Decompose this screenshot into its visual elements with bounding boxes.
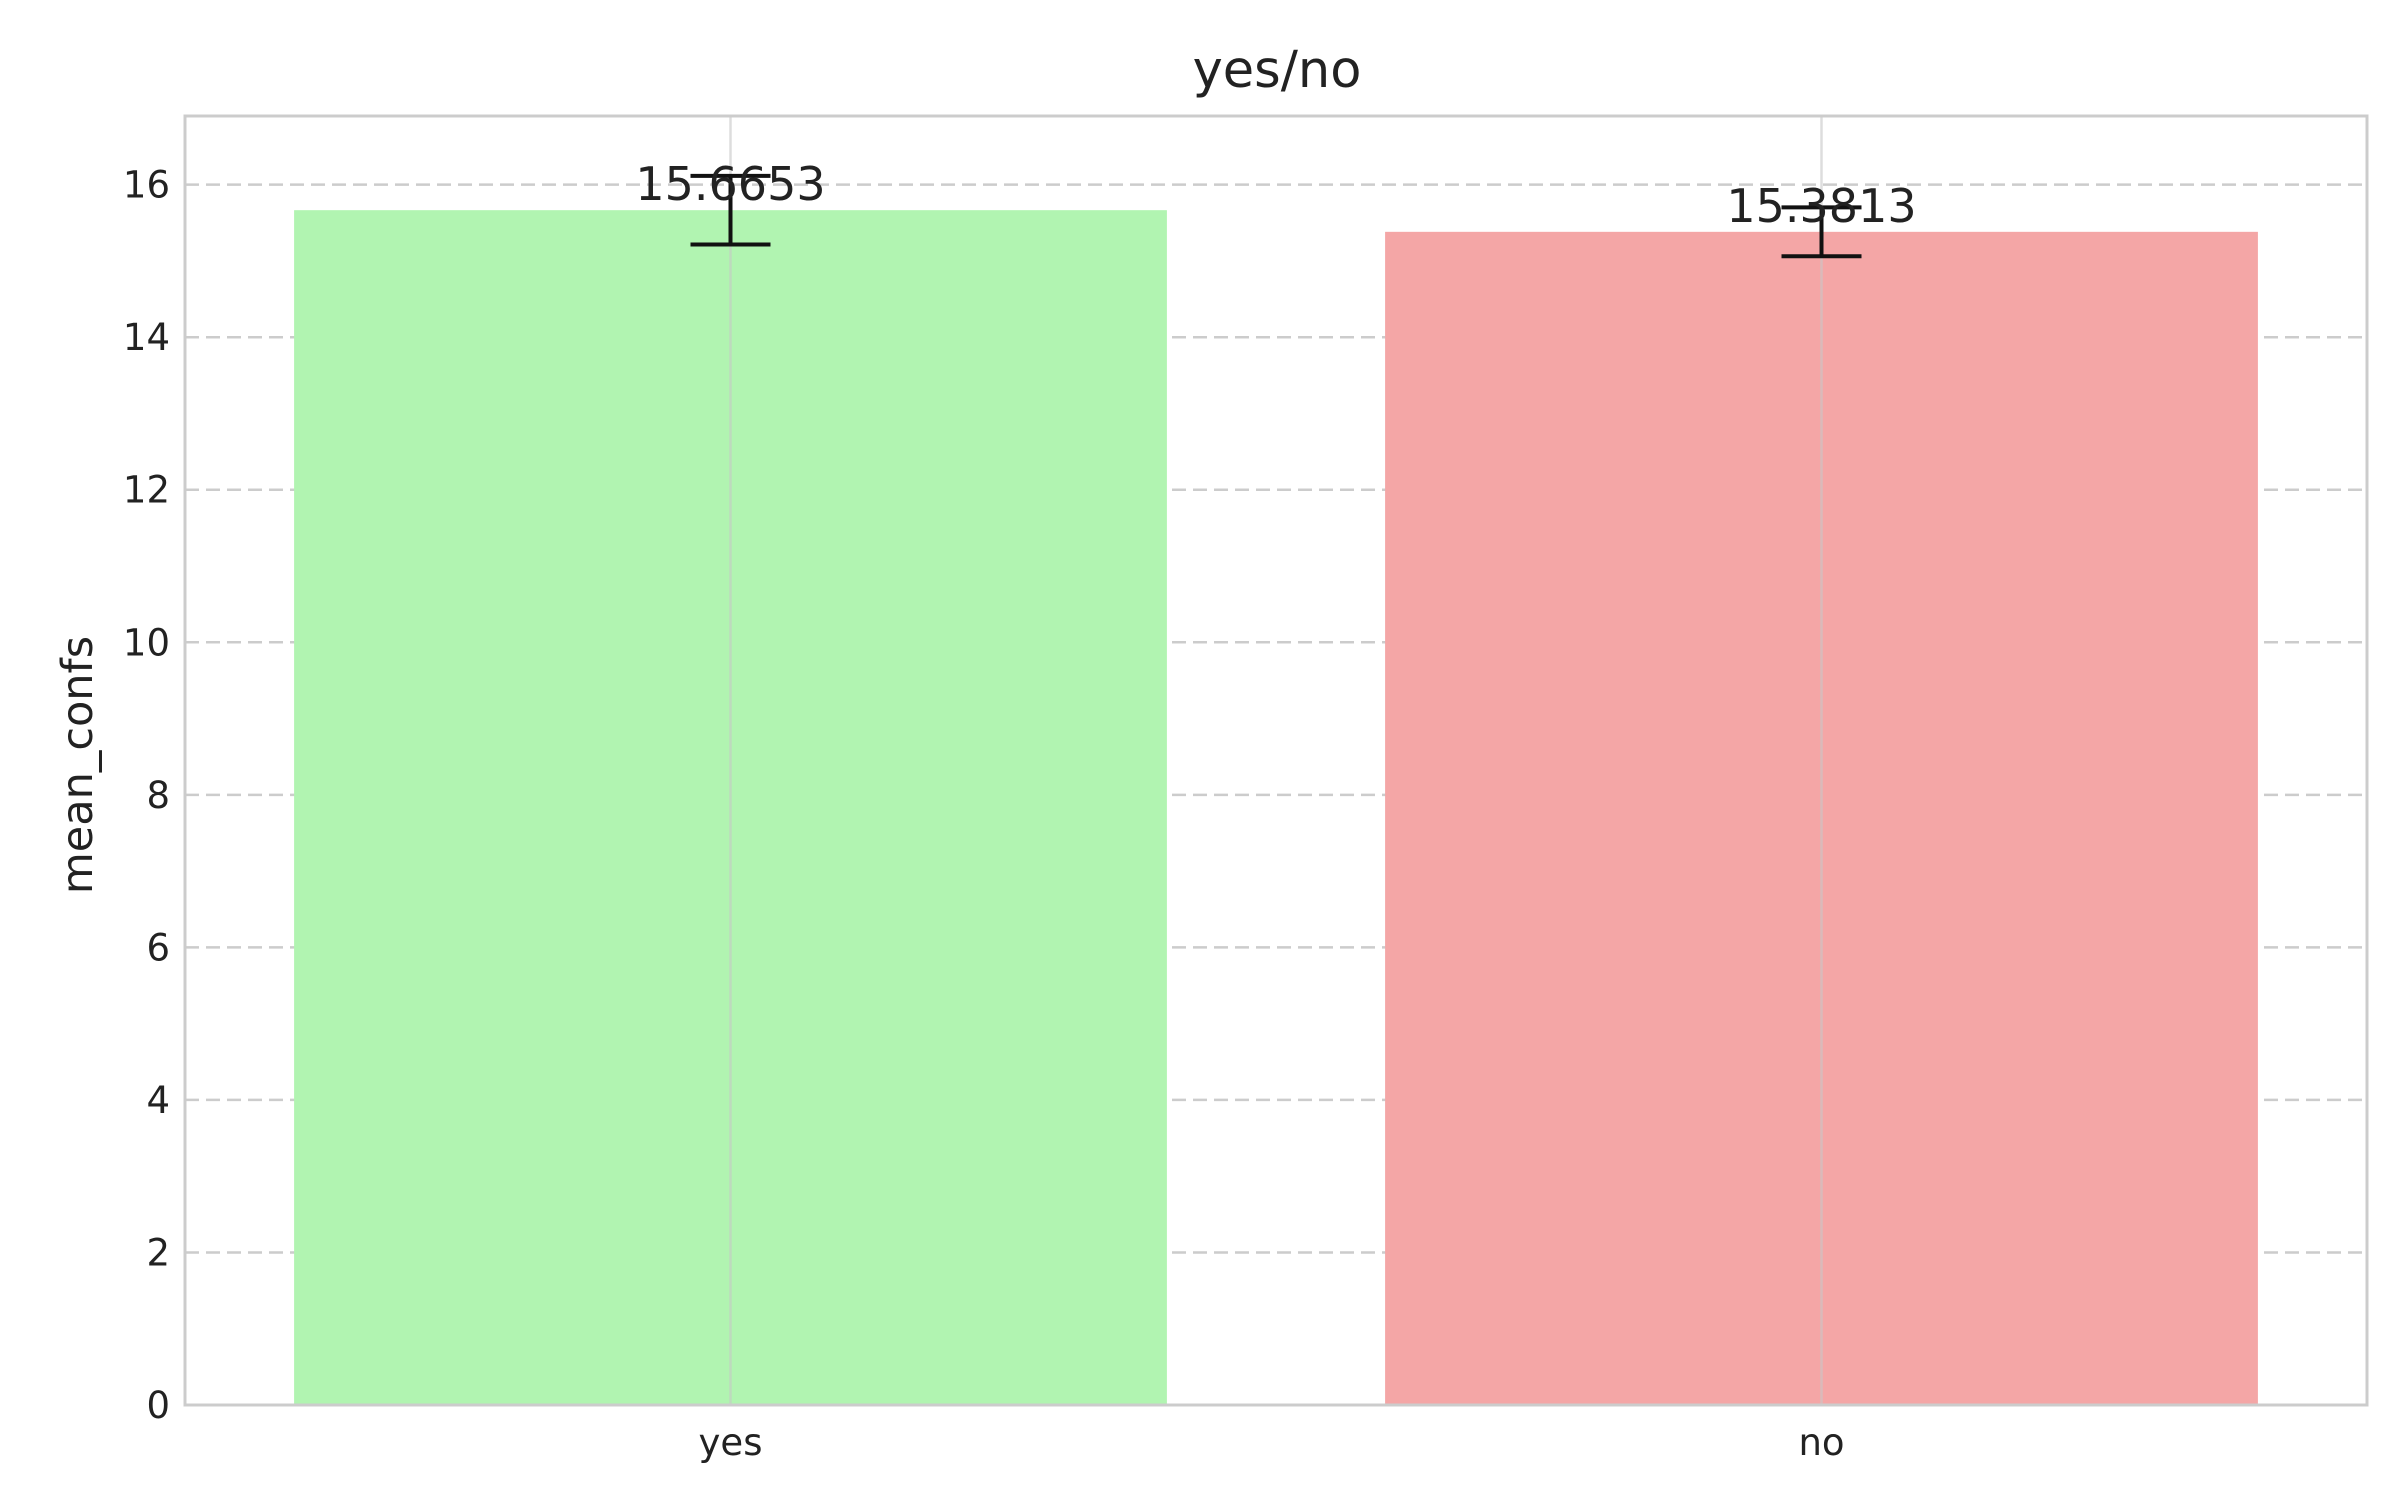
y-tick-label: 2	[146, 1231, 170, 1274]
data-labels: 15.6653 15.3813	[635, 157, 1916, 233]
bars	[294, 210, 2258, 1405]
y-axis-ticks: 0 2 4 6 8 10 12 14 16	[123, 164, 170, 1427]
y-tick-label: 12	[123, 469, 170, 512]
y-tick-label: 6	[146, 926, 170, 969]
x-tick-label-no: no	[1798, 1421, 1844, 1464]
chart-title: yes/no	[1193, 41, 1362, 100]
data-label-yes: 15.6653	[635, 157, 825, 211]
y-tick-label: 0	[146, 1384, 170, 1427]
vertical-grid	[729, 116, 1823, 1405]
error-bars	[690, 173, 1862, 259]
plot-frame	[183, 114, 2369, 1407]
y-tick-label: 10	[123, 621, 170, 664]
x-tick-label-yes: yes	[699, 1421, 763, 1464]
y-axis-label: mean_confs	[53, 636, 103, 894]
y-tick-label: 16	[123, 164, 170, 207]
y-tick-label: 8	[146, 774, 170, 817]
y-tick-label: 14	[123, 316, 170, 359]
y-tick-label: 4	[146, 1079, 170, 1122]
x-axis-ticks: yes no	[699, 1421, 1845, 1464]
data-label-no: 15.3813	[1726, 179, 1916, 233]
